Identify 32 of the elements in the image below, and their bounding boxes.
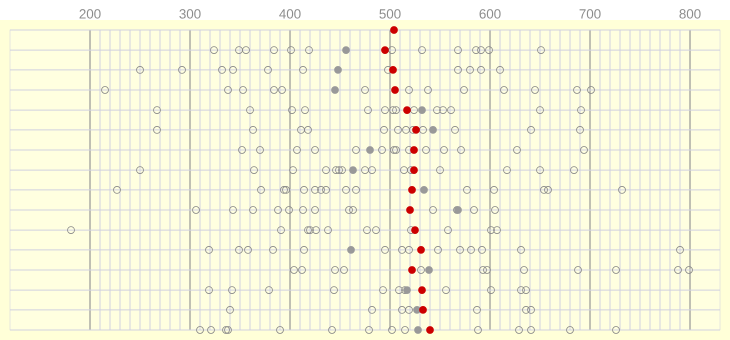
point bbox=[408, 266, 416, 274]
point bbox=[381, 46, 389, 54]
x-tick-label: 700 bbox=[580, 9, 601, 19]
point bbox=[419, 306, 427, 314]
x-tick-label: 500 bbox=[379, 9, 401, 19]
point bbox=[366, 146, 374, 154]
point bbox=[390, 26, 398, 34]
point bbox=[420, 186, 428, 194]
point bbox=[403, 106, 411, 114]
x-tick-label: 400 bbox=[279, 9, 301, 19]
point bbox=[425, 266, 433, 274]
point bbox=[408, 186, 416, 194]
x-tick-label: 300 bbox=[179, 9, 201, 19]
point bbox=[331, 86, 339, 94]
point bbox=[389, 66, 397, 74]
x-tick-label: 200 bbox=[80, 9, 101, 19]
x-tick-label: 600 bbox=[480, 9, 501, 19]
point bbox=[342, 46, 350, 54]
point bbox=[347, 246, 355, 254]
point bbox=[418, 106, 426, 114]
point bbox=[406, 206, 414, 214]
point bbox=[417, 246, 425, 254]
point bbox=[429, 126, 437, 134]
point bbox=[410, 146, 418, 154]
point bbox=[410, 166, 418, 174]
point bbox=[411, 226, 419, 234]
point bbox=[334, 66, 342, 74]
point bbox=[418, 286, 426, 294]
point bbox=[349, 166, 357, 174]
point bbox=[391, 86, 399, 94]
point bbox=[412, 126, 420, 134]
x-tick-label: 800 bbox=[679, 9, 701, 19]
